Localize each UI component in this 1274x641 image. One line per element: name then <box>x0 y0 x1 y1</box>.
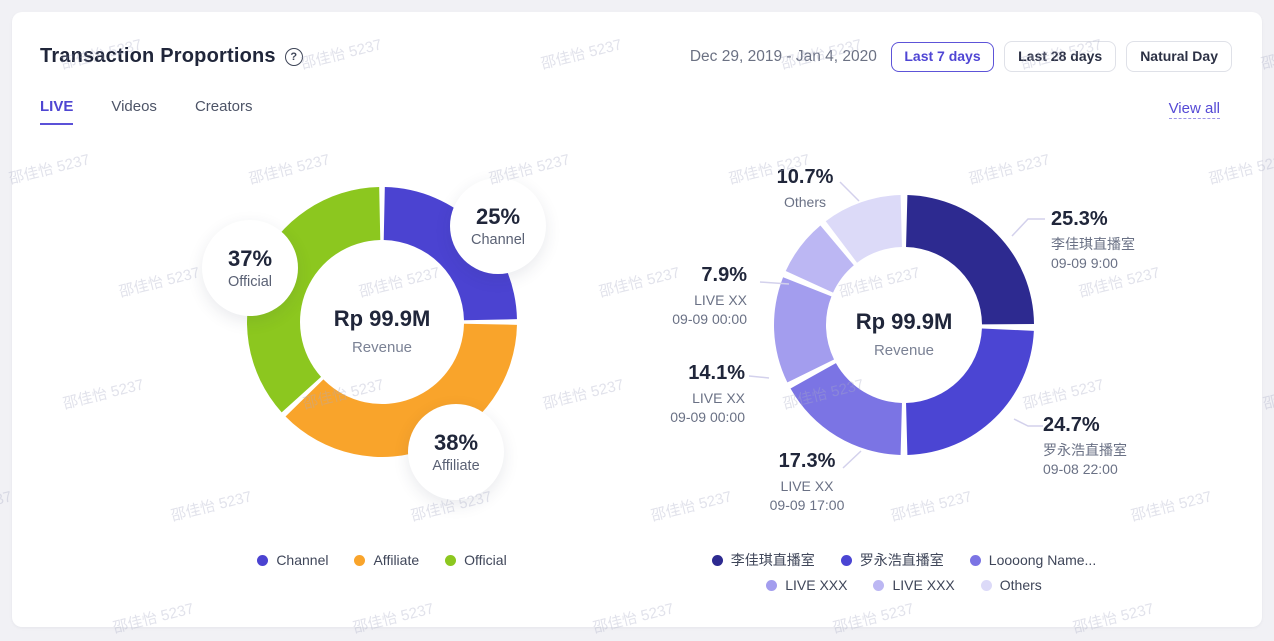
tab-creators[interactable]: Creators <box>194 98 253 115</box>
badge-percent: 25% <box>475 204 521 229</box>
legend-label: 罗永浩直播室 <box>859 552 944 568</box>
legend-label: Loooong Name... <box>988 552 1097 568</box>
callout-percent: 17.3% <box>778 450 836 472</box>
last-28-days-button[interactable]: Last 28 days <box>1004 41 1117 72</box>
creator-callout-label-2: 17.3% LIVE XX 09-09 17:00 <box>742 450 872 515</box>
category-label-badge-0: 25% Channel <box>450 178 546 274</box>
right-donut-center: Rp 99.9M Revenue <box>794 309 1014 359</box>
label-leader-line <box>748 375 770 379</box>
callout-percent: 7.9% <box>701 264 747 286</box>
badge-label: Channel <box>470 232 525 248</box>
creator-donut-segment-0[interactable] <box>906 195 1034 325</box>
callout-percent: 10.7% <box>776 166 834 188</box>
callout-name: 李佳琪直播室 <box>1051 236 1135 252</box>
creator-callout-label-5: 10.7% Others <box>740 166 870 212</box>
legend-dot-icon <box>445 554 457 566</box>
callout-percent: 25.3% <box>1051 208 1108 230</box>
left-donut-center-label: Revenue <box>351 339 413 356</box>
card-header: Transaction Proportions ? <box>40 45 303 68</box>
help-icon[interactable]: ? <box>284 47 303 66</box>
legend-label: Affiliate <box>373 552 420 568</box>
creator-donut-segment-5[interactable] <box>825 195 902 263</box>
right-donut-legend-row2: LIVE XXX LIVE XXX Others <box>654 577 1154 593</box>
creator-donut-segment-1[interactable] <box>906 328 1034 455</box>
badge-label: Affiliate <box>432 458 480 474</box>
view-all-link[interactable]: View all <box>1168 100 1220 119</box>
right-donut-center-label: Revenue <box>873 342 935 359</box>
badge-percent: 37% <box>227 246 273 271</box>
date-range-controls: Dec 29, 2019 - Jan 4, 2020 Last 7 days L… <box>690 41 1232 72</box>
tab-videos[interactable]: Videos <box>111 98 157 115</box>
callout-name: LIVE XX <box>780 478 834 494</box>
legend-label: LIVE XXX <box>892 577 955 593</box>
creator-donut-segment-2[interactable] <box>790 363 902 455</box>
legend-item[interactable]: LIVE XXX <box>873 577 955 593</box>
tab-live[interactable]: LIVE <box>40 98 74 125</box>
tab-bar: LIVE Videos Creators <box>40 98 252 125</box>
legend-label: Official <box>464 552 507 568</box>
left-donut-center: Rp 99.9M Revenue <box>272 306 492 356</box>
legend-dot-icon <box>873 579 885 591</box>
transaction-proportions-card: Transaction Proportions ? Dec 29, 2019 -… <box>12 12 1262 627</box>
callout-time: 09-09 9:00 <box>1051 254 1118 271</box>
callout-time: 09-09 00:00 <box>670 408 745 425</box>
category-label-badge-2: 37% Official <box>202 220 298 316</box>
label-leader-line <box>1013 418 1043 427</box>
creator-callout-label-0: 25.3% 李佳琪直播室 09-09 9:00 <box>1051 208 1135 273</box>
legend-item[interactable]: Others <box>980 577 1042 593</box>
callout-time: 09-09 17:00 <box>769 496 845 513</box>
date-range-text: Dec 29, 2019 - Jan 4, 2020 <box>689 47 877 65</box>
badge-percent: 38% <box>433 430 479 455</box>
legend-label: Others <box>999 577 1042 593</box>
creator-donut-segment-4[interactable] <box>785 225 854 293</box>
category-label-badge-1: 38% Affiliate <box>408 404 504 500</box>
creator-donut-segment-3[interactable] <box>774 277 835 383</box>
label-leader-line <box>839 181 860 202</box>
left-donut-legend: Channel Affiliate Official <box>132 552 632 568</box>
legend-item[interactable]: Loooong Name... <box>969 550 1097 570</box>
legend-item[interactable]: 罗永浩直播室 <box>840 550 944 570</box>
legend-dot-icon <box>257 554 269 566</box>
category-donut-segment-0[interactable] <box>383 187 517 321</box>
legend-dot-icon <box>711 554 723 566</box>
legend-dot-icon <box>980 579 992 591</box>
legend-label: LIVE XXX <box>785 577 848 593</box>
legend-dot-icon <box>766 579 778 591</box>
legend-item[interactable]: Channel <box>257 552 328 568</box>
label-leader-line <box>759 281 790 285</box>
callout-name: LIVE XX <box>694 292 747 308</box>
callout-time: 09-09 00:00 <box>672 310 747 327</box>
legend-label: 李佳琪直播室 <box>730 552 815 568</box>
legend-label: Channel <box>276 552 329 568</box>
right-donut-center-value: Rp 99.9M <box>855 309 953 334</box>
creator-callout-label-4: 7.9% LIVE XX 09-09 00:00 <box>627 264 747 329</box>
legend-dot-icon <box>969 554 981 566</box>
right-donut-legend-row1: 李佳琪直播室 罗永浩直播室 Loooong Name... <box>654 550 1154 570</box>
callout-name: Others <box>783 194 826 210</box>
creator-callout-label-1: 24.7% 罗永浩直播室 09-08 22:00 <box>1043 414 1127 479</box>
left-donut-center-value: Rp 99.9M <box>333 306 431 331</box>
callout-name: 罗永浩直播室 <box>1043 442 1127 458</box>
callout-percent: 24.7% <box>1043 414 1100 436</box>
callout-percent: 14.1% <box>688 362 745 384</box>
callout-name: LIVE XX <box>692 390 745 406</box>
legend-item[interactable]: 李佳琪直播室 <box>711 550 815 570</box>
legend-dot-icon <box>840 554 852 566</box>
label-leader-line <box>1011 218 1045 237</box>
callout-time: 09-08 22:00 <box>1043 460 1118 477</box>
page-title: Transaction Proportions <box>40 45 276 67</box>
legend-item[interactable]: Affiliate <box>354 552 419 568</box>
legend-dot-icon <box>354 554 366 566</box>
creator-callout-label-3: 14.1% LIVE XX 09-09 00:00 <box>625 362 745 427</box>
legend-item[interactable]: Official <box>445 552 507 568</box>
label-leader-line <box>842 450 862 469</box>
watermark-text: 邵佳怡 5237 <box>1261 376 1274 413</box>
last-7-days-button[interactable]: Last 7 days <box>890 41 995 72</box>
natural-day-button[interactable]: Natural Day <box>1126 41 1232 72</box>
legend-item[interactable]: LIVE XXX <box>766 577 847 593</box>
badge-label: Official <box>227 274 273 290</box>
